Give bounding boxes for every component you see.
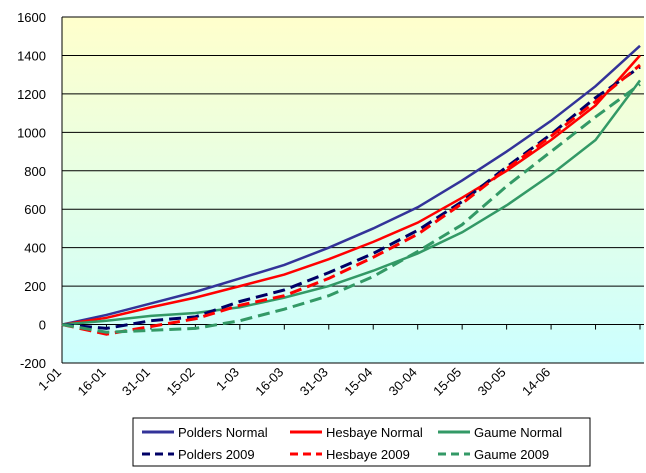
y-tick-label: 600 xyxy=(24,202,46,217)
series-line xyxy=(61,54,641,326)
series-line xyxy=(61,44,641,326)
series-line xyxy=(61,83,641,334)
legend-label: Gaume Normal xyxy=(474,425,562,440)
x-tick-label: 15-02 xyxy=(163,365,197,399)
y-tick-label: 1400 xyxy=(17,48,46,63)
y-tick-label: 0 xyxy=(39,318,46,333)
legend-label: Hesbaye 2009 xyxy=(326,447,410,462)
x-tick-label: 30-05 xyxy=(475,365,509,399)
x-tick-label: 15-04 xyxy=(341,365,375,399)
y-tick-label: -200 xyxy=(20,356,46,371)
legend-label: Hesbaye Normal xyxy=(326,425,423,440)
x-tick-label: 31-03 xyxy=(297,365,331,399)
y-tick-label: 400 xyxy=(24,241,46,256)
x-tick-label: 14-06 xyxy=(519,365,553,399)
plot-area xyxy=(62,17,644,363)
y-tick-label: 200 xyxy=(24,279,46,294)
x-tick-label: 15-05 xyxy=(430,365,464,399)
series-line xyxy=(61,65,641,330)
series-line xyxy=(61,63,641,336)
y-tick-label: 1000 xyxy=(17,125,46,140)
y-tick-label: 1600 xyxy=(17,10,46,25)
x-tick-label: 31-01 xyxy=(119,365,153,399)
x-tick-label: 30-04 xyxy=(386,365,420,399)
x-tick-label: 16-01 xyxy=(74,365,108,399)
series-line xyxy=(61,79,642,326)
y-tick-label: 800 xyxy=(24,164,46,179)
legend-box xyxy=(132,417,591,467)
legend-label: Polders Normal xyxy=(178,425,268,440)
y-tick-label: 1200 xyxy=(17,87,46,102)
x-tick-label: 1-03 xyxy=(213,365,242,394)
x-tick-label: 16-03 xyxy=(252,365,286,399)
legend-label: Polders 2009 xyxy=(178,447,255,462)
legend-label: Gaume 2009 xyxy=(474,447,549,462)
